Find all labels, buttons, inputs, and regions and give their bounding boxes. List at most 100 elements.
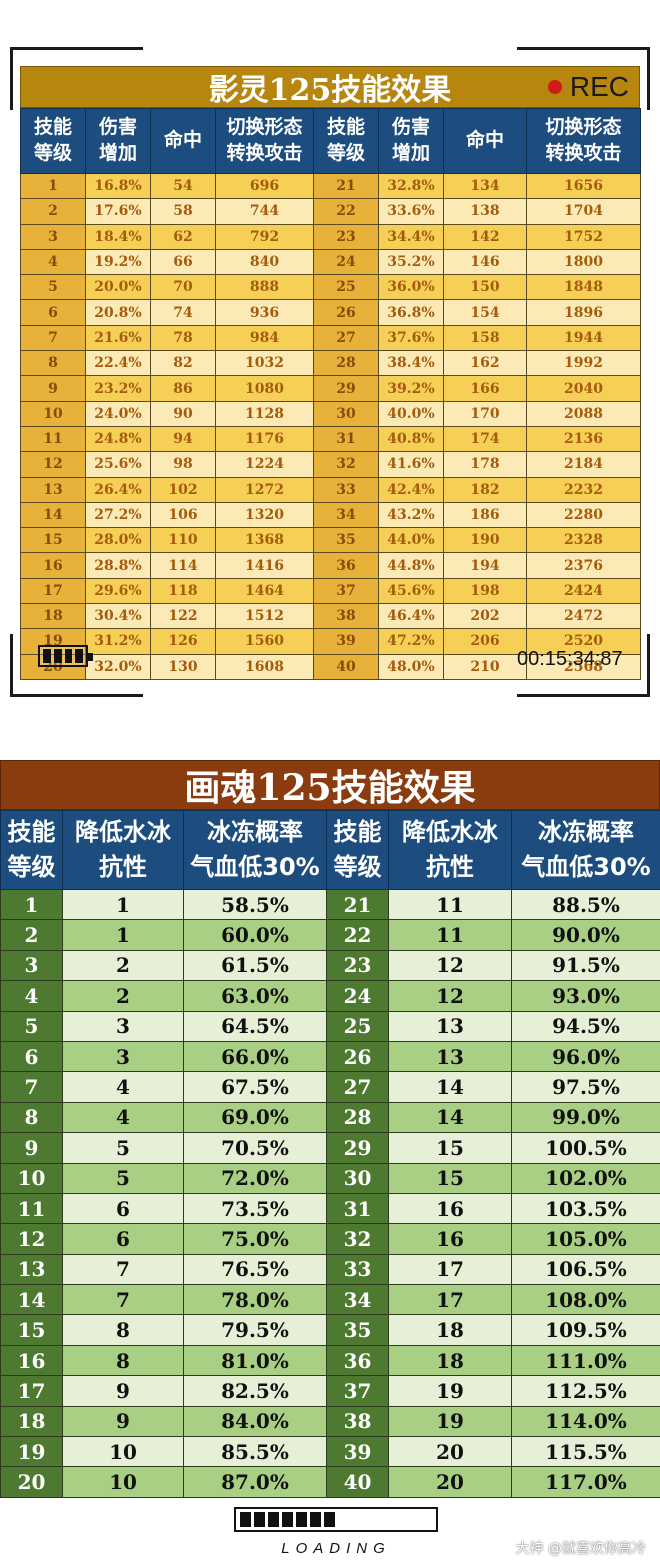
header-cell: 伤害 增加: [378, 108, 444, 174]
table-cell: 18: [0, 1405, 63, 1438]
table-cell: 10: [20, 400, 86, 427]
table-cell: 138: [443, 198, 527, 225]
table2-header-row: 技能 等级 降低水冰 抗性 冰冻概率 气血低30% 技能 等级 降低水冰 抗性 冰冻概率 …: [0, 810, 660, 890]
table-row: 19 10 85.5% 39 20 115.5%: [0, 1436, 660, 1468]
table-cell: 40.8%: [378, 425, 444, 453]
table-cell: 66.0%: [183, 1040, 327, 1073]
table-cell: 27.2%: [85, 501, 151, 529]
table-cell: 37.6%: [378, 324, 444, 352]
table-cell: 26.4%: [85, 476, 151, 503]
table-cell: 40: [326, 1466, 389, 1498]
table-cell: 7: [20, 324, 86, 352]
table-cell: 39: [313, 628, 379, 655]
table-cell: 3: [62, 1040, 184, 1073]
table-cell: 16: [388, 1192, 512, 1225]
table-cell: 2136: [526, 425, 641, 453]
table-cell: 85.5%: [183, 1436, 327, 1468]
table-cell: 23: [313, 223, 379, 250]
table-cell: 198: [443, 577, 527, 605]
table-cell: 1800: [526, 248, 641, 276]
table-cell: 2: [62, 949, 184, 982]
table-cell: 42.4%: [378, 476, 444, 503]
table-cell: 28.8%: [85, 552, 151, 579]
table-row: 18 30.4% 122 1512 38 46.4% 202 2472: [20, 603, 641, 630]
table-cell: 840: [215, 248, 314, 276]
table-row: 2 1 60.0% 22 11 90.0%: [0, 919, 660, 951]
table-cell: 210: [443, 653, 527, 680]
header-cell: 冰冻概率 气血低30%: [183, 810, 327, 890]
skill-table-yingling: 影灵125技能效果 REC 技能 等级 伤害 增加 命中 切换形态 转换攻击 技能 等级…: [20, 66, 641, 680]
table-row: 15 8 79.5% 35 18 109.5%: [0, 1314, 660, 1346]
table-row: 18 9 84.0% 38 19 114.0%: [0, 1405, 660, 1438]
table-cell: 3: [0, 949, 63, 982]
table-cell: 23: [326, 949, 389, 982]
table-cell: 17: [388, 1284, 512, 1316]
table-cell: 170: [443, 400, 527, 427]
table-cell: 100.5%: [511, 1132, 660, 1164]
table-cell: 194: [443, 552, 527, 579]
table-cell: 73.5%: [183, 1192, 327, 1225]
table-cell: 67.5%: [183, 1071, 327, 1103]
table-cell: 13: [20, 476, 86, 503]
table-cell: 118: [150, 577, 216, 605]
table-cell: 2376: [526, 552, 641, 579]
table-cell: 20.0%: [85, 274, 151, 301]
table-cell: 99.0%: [511, 1101, 660, 1134]
table-cell: 5: [0, 1010, 63, 1042]
table-cell: 82: [150, 350, 216, 377]
table-cell: 14: [388, 1101, 512, 1134]
table-cell: 19: [388, 1405, 512, 1438]
table-cell: 109.5%: [511, 1314, 660, 1346]
table-cell: 38: [313, 603, 379, 630]
table-row: 16 28.8% 114 1416 36 44.8% 194 2376: [20, 552, 641, 579]
table-cell: 14: [0, 1284, 63, 1316]
table-cell: 25.6%: [85, 451, 151, 478]
table-cell: 1992: [526, 350, 641, 377]
table-cell: 696: [215, 172, 314, 200]
table-cell: 32.0%: [85, 653, 151, 680]
table-cell: 79.5%: [183, 1314, 327, 1346]
table-cell: 174: [443, 425, 527, 453]
loading-segment: [324, 1512, 335, 1527]
table-cell: 1368: [215, 527, 314, 554]
table-row: 12 6 75.0% 32 16 105.0%: [0, 1223, 660, 1255]
table1-title-bar: 影灵125技能效果 REC: [20, 66, 640, 108]
table-cell: 1416: [215, 552, 314, 579]
skill-table-huahun: 画魂125技能效果 技能 等级 降低水冰 抗性 冰冻概率 气血低30% 技能 等级 降低…: [0, 760, 660, 1498]
header-cell: 冰冻概率 气血低30%: [511, 810, 660, 890]
header-cell: 切换形态 转换攻击: [215, 108, 314, 174]
table-cell: 13: [0, 1253, 63, 1286]
table-cell: 28: [326, 1101, 389, 1134]
table-cell: 30: [326, 1162, 389, 1194]
table-cell: 106: [150, 501, 216, 529]
table-row: 7 4 67.5% 27 14 97.5%: [0, 1071, 660, 1103]
table1: 技能 等级 伤害 增加 命中 切换形态 转换攻击 技能 等级 伤害 增加 命中 切换形态 转换…: [20, 108, 641, 680]
table-row: 6 3 66.0% 26 13 96.0%: [0, 1040, 660, 1073]
table-cell: 12: [388, 949, 512, 982]
table-cell: 2280: [526, 501, 641, 529]
table2-title-bar: 画魂125技能效果: [0, 760, 660, 810]
header-cell: 技能 等级: [20, 108, 86, 174]
table-cell: 186: [443, 501, 527, 529]
table-cell: 14: [388, 1071, 512, 1103]
table-cell: 9: [0, 1132, 63, 1164]
table-cell: 984: [215, 324, 314, 352]
table-cell: 1: [62, 919, 184, 951]
table-cell: 2: [62, 980, 184, 1012]
table-cell: 3: [20, 223, 86, 250]
table-row: 14 27.2% 106 1320 34 43.2% 186 2280: [20, 501, 641, 529]
table-cell: 25: [313, 274, 379, 301]
table-row: 12 25.6% 98 1224 32 41.6% 178 2184: [20, 451, 641, 478]
table-cell: 9: [62, 1405, 184, 1438]
table-cell: 2424: [526, 577, 641, 605]
table-cell: 36.8%: [378, 299, 444, 326]
table-cell: 1608: [215, 653, 314, 680]
table-cell: 2328: [526, 527, 641, 554]
table-row: 3 18.4% 62 792 23 34.4% 142 1752: [20, 223, 641, 250]
table-row: 10 24.0% 90 1128 30 40.0% 170 2088: [20, 400, 641, 427]
table-row: 7 21.6% 78 984 27 37.6% 158 1944: [20, 324, 641, 352]
table-cell: 75.0%: [183, 1223, 327, 1255]
table-cell: 1: [0, 888, 63, 921]
table-cell: 18: [20, 603, 86, 630]
table-cell: 6: [0, 1040, 63, 1073]
